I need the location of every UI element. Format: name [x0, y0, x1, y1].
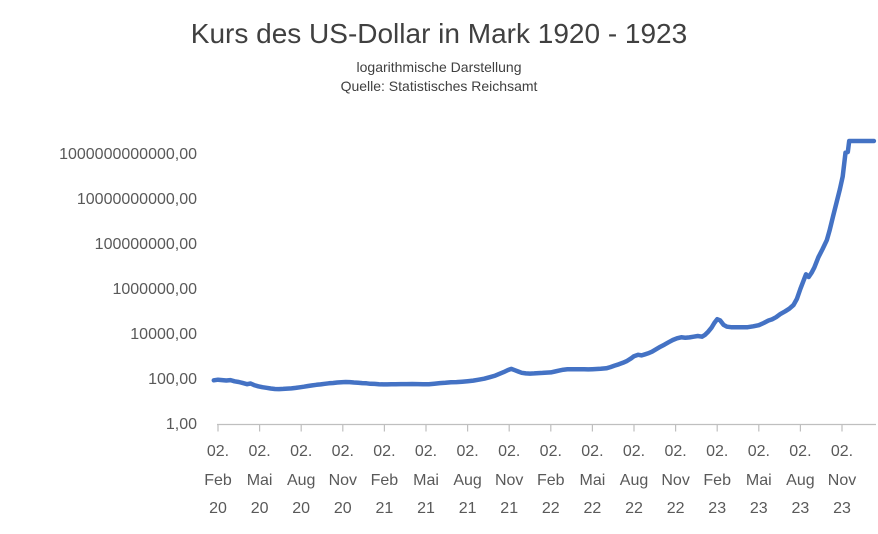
x-axis-tick-label: 02. Feb 21: [370, 443, 399, 517]
y-axis-tick-label: 10000,00: [130, 325, 197, 343]
y-axis-tick-label: 1000000,00: [112, 280, 197, 298]
chart-subtitle: logarithmische Darstellung: [356, 59, 522, 75]
y-axis-tick-label: 100,00: [148, 370, 197, 388]
x-axis-tick-label: 02. Nov 20: [328, 443, 358, 517]
x-axis-tick-label: 02. Aug 23: [786, 443, 815, 517]
x-axis-tick-label: 02. Feb 20: [204, 443, 232, 517]
x-axis-tick-label: 02. Mai 23: [745, 443, 772, 517]
x-axis-tick-label: 02. Nov 23: [827, 443, 857, 517]
y-axis-tick-label: 1000000000000,00: [59, 145, 197, 163]
x-axis-tick-label: 02. Nov 22: [661, 443, 690, 517]
x-axis-tick-label: 02. Nov 21: [494, 443, 524, 517]
x-axis-tick-label: 02. Mai 20: [246, 443, 273, 517]
x-axis-line: [217, 423, 876, 432]
x-axis-tick-label: 02. Mai 22: [579, 443, 606, 517]
chart-title: Kurs des US-Dollar in Mark 1920 - 1923: [190, 18, 688, 49]
y-axis-tick-label: 1,00: [165, 415, 197, 433]
x-axis-tick-label: 02. Aug 21: [453, 443, 482, 517]
exchange-rate-line: [211, 138, 877, 392]
x-axis-tick-label: 02. Mai 21: [413, 443, 439, 517]
y-axis-tick-label: 10000000000,00: [76, 190, 197, 208]
y-axis-tick-label: 100000000,00: [94, 235, 197, 253]
x-axis-tick-label: 02. Aug 20: [286, 443, 316, 517]
chart-source: Quelle: Statistisches Reichsamt: [340, 78, 538, 94]
x-axis-tick-label: 02. Feb 23: [703, 443, 731, 517]
x-axis-tick-label: 02. Aug 22: [619, 443, 649, 517]
x-axis-tick-label: 02. Feb 22: [537, 443, 565, 517]
